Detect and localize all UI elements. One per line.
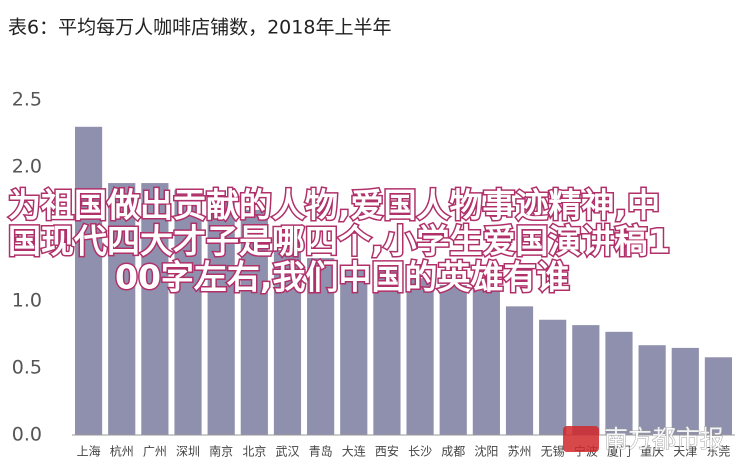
x-tick-label: 天津	[673, 445, 697, 459]
overlay-text: 国现代四大才子是哪四个,小学生爱国演讲稿1	[8, 222, 671, 261]
bar	[505, 306, 534, 435]
bar	[108, 183, 136, 435]
x-tick-label: 杭州	[110, 444, 134, 459]
bar	[704, 357, 733, 435]
overlay-text: 00字左右,我们中国的英雄有谁	[115, 258, 569, 297]
y-tick-label: 2.0	[12, 156, 42, 178]
x-tick-label: 大连	[342, 444, 366, 459]
y-tick-label: 1.5	[12, 223, 42, 245]
y-tick-label: 2.5	[12, 89, 42, 111]
x-tick-label: 苏州	[508, 445, 532, 459]
bar	[472, 287, 500, 435]
y-tick-label: 0.0	[12, 424, 42, 446]
x-tick-label: 广州	[143, 445, 167, 459]
watermark: 南方都市报	[604, 425, 724, 453]
y-tick-label: 1.0	[12, 290, 42, 312]
bar	[240, 209, 268, 435]
bar	[74, 126, 103, 436]
bar	[207, 200, 235, 435]
x-tick-label: 无锡	[541, 444, 565, 459]
x-tick-label: 厦门	[607, 444, 631, 459]
x-tick-label: 东莞	[706, 445, 730, 459]
x-tick-label: 武汉	[275, 445, 299, 459]
bar	[406, 278, 434, 435]
overlay-text: 为祖国做出贡献的人物,爱国人物事迹精神,中	[8, 186, 660, 225]
x-tick-label: 青岛	[309, 444, 333, 459]
x-tick-label: 长沙	[408, 445, 432, 459]
x-tick-label: 西安	[375, 444, 399, 459]
bar	[141, 183, 169, 435]
x-tick-label: 成都	[441, 445, 465, 459]
x-tick-label: 深圳	[176, 445, 200, 459]
bar	[671, 347, 699, 435]
bar	[539, 319, 567, 435]
bar	[605, 331, 633, 435]
x-tick-label: 重庆	[640, 445, 664, 459]
bar	[373, 271, 401, 435]
bar	[273, 250, 302, 435]
x-tick-label: 南京	[209, 444, 233, 459]
bar	[439, 284, 467, 435]
bar	[307, 258, 335, 435]
bar	[638, 345, 666, 435]
y-tick-label: 0.5	[12, 357, 42, 379]
x-tick-label: 上海	[77, 444, 101, 459]
x-tick-label: 北京	[242, 445, 266, 459]
watermark-logo	[563, 426, 599, 452]
bar	[340, 264, 368, 435]
bar	[572, 325, 600, 435]
bar	[174, 189, 202, 435]
x-tick-label: 沈阳	[474, 444, 498, 459]
chart-title: 表6：平均每万人咖啡店铺数，2018年上半年	[8, 17, 391, 39]
